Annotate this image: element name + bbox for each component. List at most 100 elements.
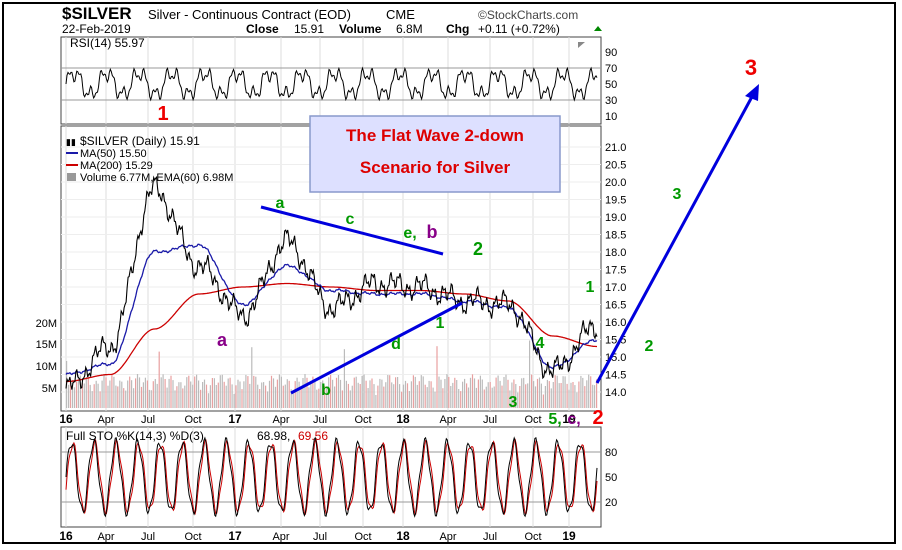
volume-bar: [162, 374, 164, 408]
x-tick-label: Oct: [524, 414, 541, 426]
rsi-tick-label: 50: [605, 79, 617, 91]
volume-bar: [365, 380, 367, 408]
volume-bar: [574, 385, 576, 408]
volume-bar: [436, 346, 438, 408]
volume-bar: [590, 376, 592, 408]
volume-bar: [221, 374, 223, 408]
volume-bar: [77, 374, 79, 408]
volume-bar: [554, 375, 556, 408]
volume-bar: [540, 383, 542, 408]
price-y-axis: 21.0 20.5 20.0 19.5 19.0 18.5 18.0 17.5 17.0 16.5…: [605, 142, 626, 399]
price-line: [65, 175, 598, 390]
volume-bar: [347, 383, 349, 408]
volume-bar: [174, 390, 176, 408]
volume-bar: [568, 389, 570, 408]
x-tick-label: Jul: [313, 414, 327, 426]
volume-bar: [227, 378, 229, 408]
volume-bar: [255, 376, 257, 408]
volume-bar: [515, 384, 517, 408]
volume-bar: [83, 383, 85, 408]
legend-volume-swatch: [67, 173, 76, 181]
wave-label: 2: [645, 338, 654, 355]
volume-bar: [471, 374, 474, 408]
volume-bar: [546, 379, 548, 408]
volume-bar: [223, 381, 225, 408]
chart-instrument-name: Silver - Continuous Contract (EOD): [148, 7, 351, 22]
rsi-tick-label: 70: [605, 63, 617, 75]
volume-bar: [150, 390, 152, 408]
volume-bar: [489, 382, 491, 408]
sto-label: Full STO %K(14,3) %D(3): [66, 429, 204, 443]
volume-bar: [357, 382, 359, 408]
volume-bar: [359, 384, 361, 408]
volume-bar: [373, 384, 375, 408]
chg-label: Chg: [446, 22, 469, 36]
rsi-panel: [60, 36, 602, 125]
volume-bar: [93, 384, 95, 408]
volume-bar: [493, 386, 495, 408]
volume-bar: [164, 379, 166, 408]
ma200-line: [66, 282, 597, 383]
wave-label: 4: [536, 335, 545, 352]
volume-bar: [324, 385, 326, 408]
x-tick-label: 17: [228, 529, 242, 543]
volume-bar: [596, 379, 598, 408]
volume-bar: [276, 379, 278, 408]
volume-bar: [247, 376, 249, 408]
volume-bar: [418, 381, 420, 408]
x-tick-label: 17: [228, 412, 242, 426]
volume-bar: [217, 382, 219, 408]
volume-bar: [560, 383, 562, 408]
volume-bar: [219, 375, 221, 408]
volume-bar: [466, 383, 468, 408]
volume-bar: [503, 377, 505, 408]
volume-bar: [582, 377, 584, 408]
volume-bar: [91, 391, 93, 408]
chg-value: +0.11 (+0.72%): [478, 22, 560, 36]
volume-bar: [95, 380, 97, 408]
volume-bar: [107, 385, 109, 408]
stockcharts-watermark: ©StockCharts.com: [478, 8, 578, 22]
volume-bar: [440, 379, 442, 408]
volume-bar: [115, 385, 117, 408]
volume-bar: [209, 385, 211, 408]
x-tick-label: Apr: [439, 414, 456, 426]
volume-bar: [186, 377, 188, 408]
volume-bar: [239, 381, 241, 408]
volume-bar: [113, 376, 115, 408]
rsi-chart-icon: [578, 42, 585, 48]
x-tick-label: Jul: [313, 531, 327, 543]
price-tick-label: 14.0: [605, 387, 626, 399]
price-tick-label: 14.5: [605, 370, 626, 382]
volume-bar: [544, 386, 546, 408]
volume-bar: [566, 383, 568, 408]
sto-d-line: [65, 438, 598, 516]
volume-y-axis: 20M 15M 10M 5M: [36, 318, 57, 395]
volume-bar: [121, 381, 123, 408]
wave-label: c: [346, 211, 355, 228]
volume-bar: [395, 377, 397, 408]
volume-bar: [133, 388, 135, 408]
volume-bar: [138, 377, 141, 408]
volume-bar: [326, 386, 328, 408]
price-tick-label: 21.0: [605, 142, 626, 154]
volume-bar: [485, 386, 487, 408]
volume-tick-label: 15M: [36, 339, 57, 351]
volume-bar: [87, 377, 89, 408]
volume-bar: [434, 391, 436, 408]
volume-bar: [393, 384, 395, 408]
volume-bar: [71, 379, 74, 408]
title-line-1: The Flat Wave 2-down: [346, 126, 524, 145]
volume-bar: [146, 380, 148, 408]
price-legend: ▮▮ $SILVER (Daily) 15.91 MA(50) 15.50 MA…: [66, 134, 233, 184]
candle-icon: ▮▮: [66, 137, 76, 147]
volume-bar: [412, 375, 414, 408]
x-axis-price: 16 Apr Jul Oct 17 Apr Jul Oct 18 Apr Jul Oct 19: [59, 412, 576, 426]
volume-bar: [389, 375, 391, 408]
x-tick-label: Jul: [483, 531, 497, 543]
volume-bar: [215, 385, 217, 408]
volume-bar: [355, 376, 357, 408]
sto-d-value: 69.56: [298, 429, 328, 443]
volume-bar: [280, 376, 282, 408]
legend-ma50: MA(50) 15.50: [80, 148, 147, 160]
